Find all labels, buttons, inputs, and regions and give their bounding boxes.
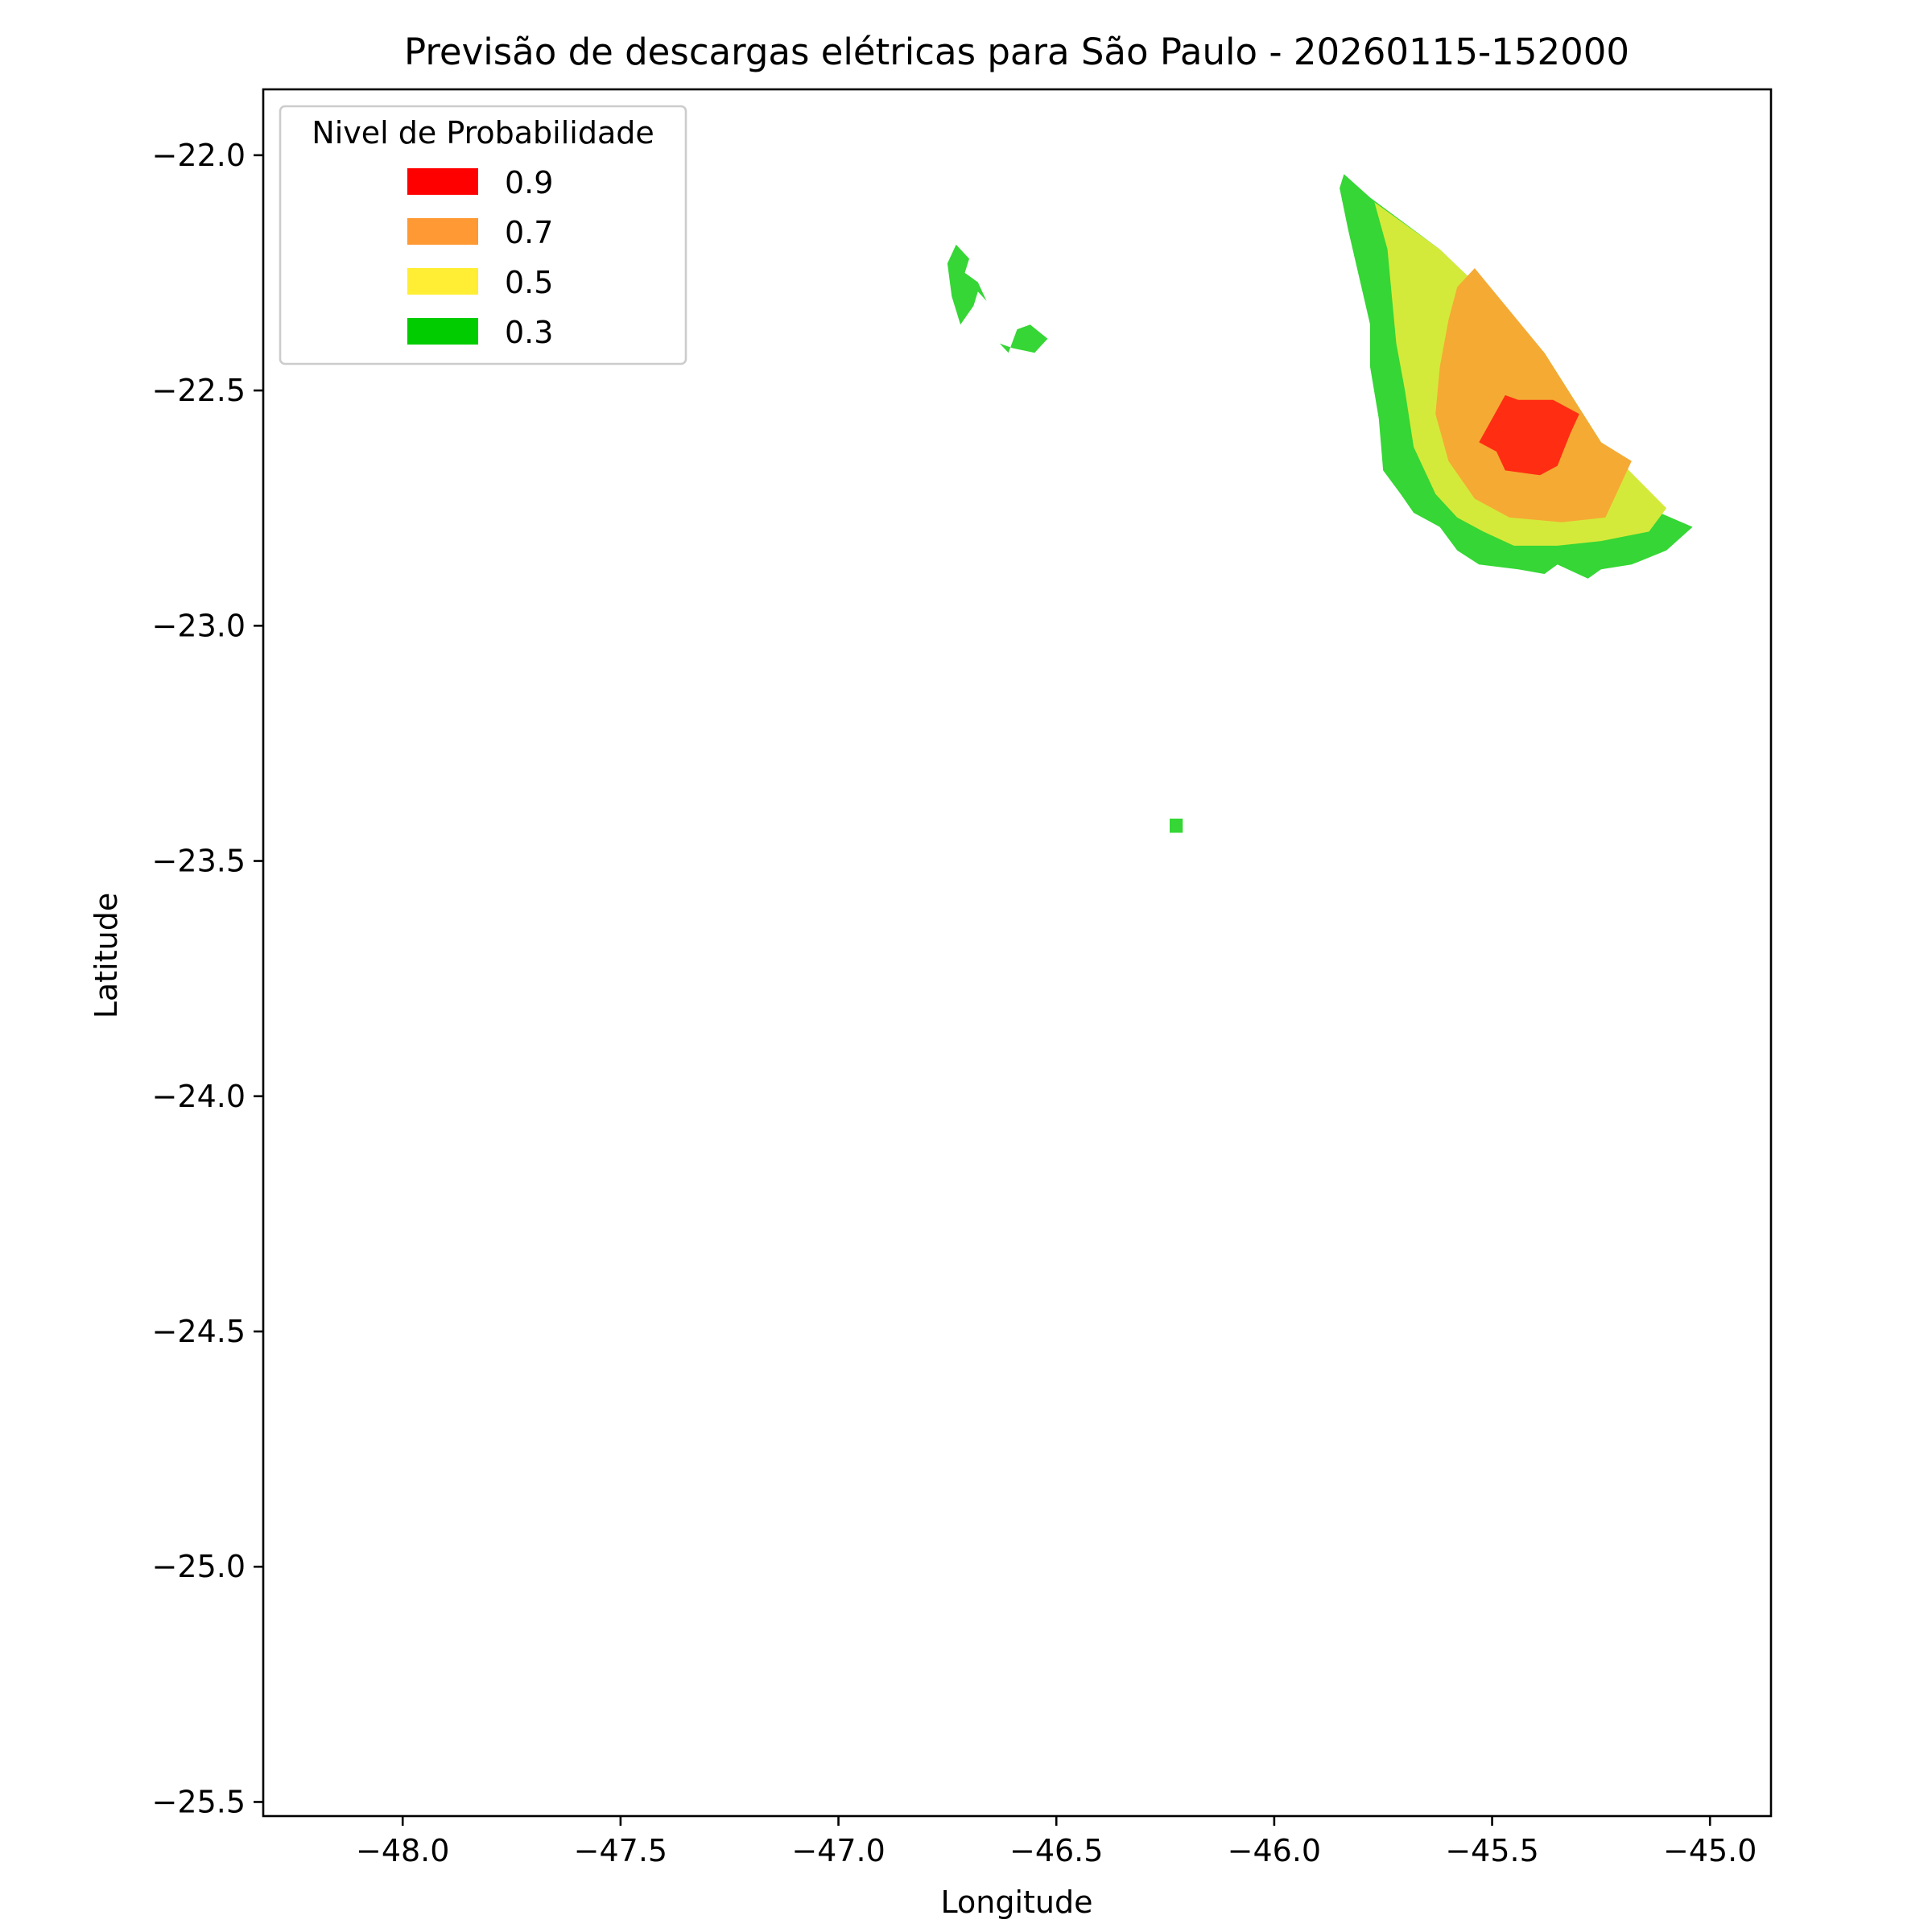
legend-box [279, 105, 687, 365]
legend: Nivel de Probabilidade 0.9 0.7 0.5 0.3 [279, 105, 687, 365]
y-tick-label: −25.0 [152, 1549, 246, 1584]
contour-region-6 [1170, 818, 1183, 833]
legend-swatch-3 [407, 318, 478, 345]
legend-label-0: 0.9 [505, 165, 553, 200]
x-tick-label: −48.0 [356, 1833, 449, 1868]
y-tick-label: −22.0 [152, 138, 246, 173]
legend-title: Nivel de Probabilidade [312, 115, 654, 151]
contour-region-2 [1435, 268, 1632, 522]
y-tick-label: −23.5 [152, 844, 246, 879]
contour-region-3 [1479, 394, 1579, 476]
x-tick-label: −47.5 [574, 1833, 667, 1868]
x-axis-label: Longitude [941, 1885, 1093, 1920]
legend-swatch-1 [407, 218, 478, 245]
y-axis-label: Latitude [89, 893, 124, 1018]
y-tick-label: −25.5 [152, 1784, 246, 1819]
contour-region-5 [999, 324, 1048, 353]
legend-swatch-2 [407, 268, 478, 295]
y-tick-label: −24.0 [152, 1079, 246, 1114]
legend-swatch-0 [407, 168, 478, 195]
x-tick-label: −46.0 [1228, 1833, 1321, 1868]
chart-title: Previsão de descargas elétricas para São… [404, 31, 1629, 73]
x-tick-label: −45.0 [1663, 1833, 1757, 1868]
y-tick-label: −24.5 [152, 1314, 246, 1349]
legend-label-3: 0.3 [505, 315, 553, 350]
y-tick-label: −22.5 [152, 373, 246, 408]
y-axis: −22.0 −22.5 −23.0 −23.5 −24.0 −24.5 −25.0 −25.5 [152, 138, 263, 1819]
x-tick-label: −45.5 [1445, 1833, 1538, 1868]
x-tick-label: −47.0 [791, 1833, 885, 1868]
contour-regions [947, 174, 1693, 833]
x-tick-label: −46.5 [1009, 1833, 1103, 1868]
contour-region-4 [947, 244, 987, 325]
y-tick-label: −23.0 [152, 608, 246, 643]
legend-label-2: 0.5 [505, 265, 553, 300]
legend-label-1: 0.7 [505, 215, 553, 250]
x-axis: −48.0 −47.5 −47.0 −46.5 −46.0 −45.5 −45.0 [356, 1816, 1757, 1868]
plot-frame [262, 88, 1773, 1818]
